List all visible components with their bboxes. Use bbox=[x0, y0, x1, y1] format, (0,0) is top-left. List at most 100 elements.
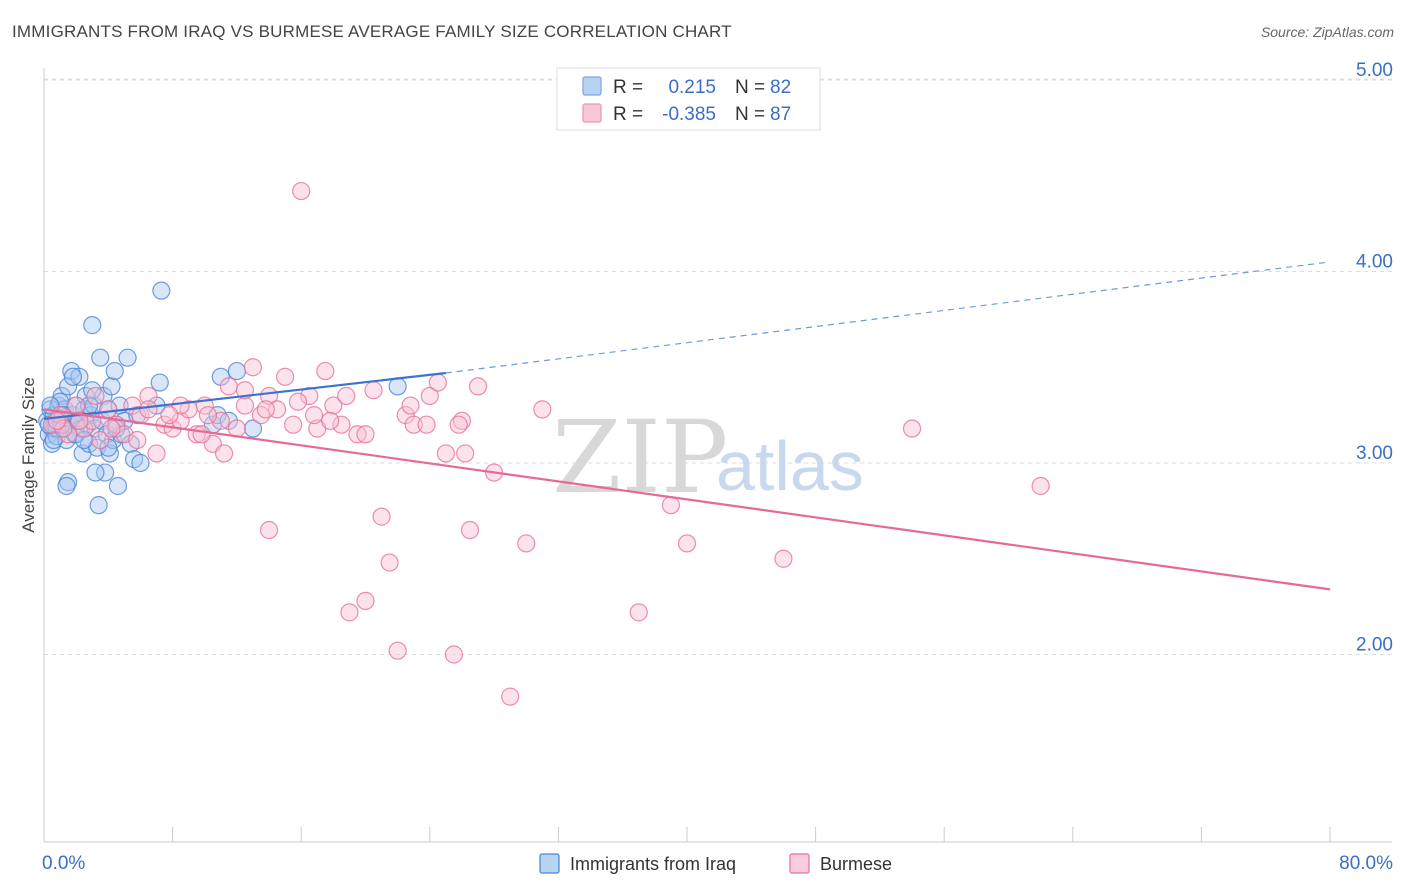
point-series-0 bbox=[208, 406, 227, 425]
point-series-1 bbox=[460, 520, 480, 540]
point-series-1 bbox=[629, 603, 648, 622]
point-series-1 bbox=[449, 415, 468, 434]
point-series-0 bbox=[89, 496, 108, 515]
y-tick-labels: 2.00 3.00 4.00 5.00 bbox=[1356, 60, 1393, 656]
legend-swatch-0 bbox=[582, 76, 602, 96]
y-tick-label: 5.00 bbox=[1356, 60, 1393, 81]
point-series-1 bbox=[284, 415, 303, 434]
point-series-1 bbox=[147, 444, 166, 463]
axes bbox=[43, 68, 1392, 843]
legend-n-value: 87 bbox=[770, 104, 791, 125]
bottom-legend: Immigrants from Iraq Burmese bbox=[539, 853, 892, 874]
watermark-zip: ZIP bbox=[552, 399, 728, 516]
point-series-0 bbox=[118, 348, 137, 367]
point-series-1 bbox=[99, 400, 118, 419]
point-series-0 bbox=[152, 281, 171, 300]
point-series-1 bbox=[388, 641, 407, 660]
point-series-1 bbox=[91, 430, 110, 450]
point-series-1 bbox=[1031, 476, 1050, 496]
point-series-1 bbox=[256, 400, 275, 419]
point-series-1 bbox=[517, 534, 536, 553]
point-series-1 bbox=[340, 603, 359, 622]
point-series-1 bbox=[243, 358, 263, 377]
point-series-1 bbox=[288, 392, 308, 411]
point-series-1 bbox=[198, 406, 218, 425]
point-series-1 bbox=[404, 415, 423, 434]
point-series-1 bbox=[324, 396, 343, 415]
point-series-1 bbox=[86, 386, 105, 406]
legend-r-label: R = bbox=[613, 104, 643, 125]
point-series-1 bbox=[417, 415, 436, 434]
point-series-1 bbox=[67, 396, 86, 415]
point-series-1 bbox=[128, 430, 147, 450]
watermark-atlas: atlas bbox=[716, 427, 864, 505]
point-series-1 bbox=[444, 645, 464, 664]
point-series-1 bbox=[304, 406, 324, 425]
point-series-0 bbox=[150, 373, 169, 392]
point-series-1 bbox=[468, 377, 488, 396]
point-series-0 bbox=[95, 463, 115, 482]
point-series-1 bbox=[292, 181, 311, 201]
bottom-legend-swatch-1 bbox=[789, 853, 810, 874]
point-series-1 bbox=[774, 549, 793, 568]
point-series-1 bbox=[70, 411, 89, 430]
point-series-0 bbox=[91, 348, 110, 367]
point-series-1 bbox=[59, 425, 78, 444]
point-series-1 bbox=[332, 415, 351, 434]
data-points bbox=[38, 181, 1050, 706]
y-tick-label: 4.00 bbox=[1356, 252, 1393, 273]
legend-r-label: R = bbox=[613, 77, 643, 98]
legend-r-value: -0.385 bbox=[662, 104, 716, 125]
point-series-1 bbox=[219, 377, 238, 396]
point-series-1 bbox=[235, 396, 255, 415]
point-series-0 bbox=[131, 453, 150, 473]
bottom-legend-label-0: Immigrants from Iraq bbox=[570, 854, 736, 874]
trend-line-iraq-extension bbox=[445, 261, 1331, 374]
x-tick-label-max: 80.0% bbox=[1339, 853, 1393, 874]
point-series-1 bbox=[276, 367, 295, 386]
point-series-0 bbox=[388, 377, 407, 396]
trend-lines bbox=[43, 261, 1331, 591]
point-series-1 bbox=[259, 520, 279, 540]
point-series-1 bbox=[661, 496, 681, 515]
bottom-legend-label-1: Burmese bbox=[820, 854, 892, 874]
point-series-0 bbox=[70, 367, 89, 386]
legend-box: R = 0.215 N = 82 R = -0.385 N = 87 bbox=[556, 67, 821, 131]
point-series-1 bbox=[316, 361, 335, 381]
point-series-0 bbox=[243, 419, 263, 438]
y-tick-label: 3.00 bbox=[1356, 443, 1393, 464]
legend-n-label: N = bbox=[735, 104, 765, 125]
point-series-1 bbox=[372, 507, 391, 526]
source-credit: Source: ZipAtlas.com bbox=[1260, 24, 1394, 40]
point-series-1 bbox=[456, 444, 475, 463]
legend-r-value: 0.215 bbox=[668, 77, 716, 98]
point-series-1 bbox=[337, 386, 356, 406]
point-series-0 bbox=[83, 316, 102, 335]
point-series-1 bbox=[321, 411, 340, 430]
point-series-1 bbox=[192, 425, 211, 444]
point-series-1 bbox=[902, 419, 922, 438]
point-series-0 bbox=[63, 367, 83, 386]
point-series-1 bbox=[364, 381, 383, 400]
point-series-1 bbox=[401, 396, 420, 415]
point-series-0 bbox=[108, 476, 128, 496]
legend-n-label: N = bbox=[735, 77, 765, 98]
point-series-1 bbox=[214, 444, 234, 463]
point-series-1 bbox=[428, 373, 447, 392]
point-series-1 bbox=[102, 419, 121, 438]
point-series-1 bbox=[300, 386, 319, 406]
bottom-legend-swatch-0 bbox=[539, 853, 560, 874]
point-series-1 bbox=[380, 553, 399, 572]
point-series-0 bbox=[105, 361, 124, 381]
watermark: ZIP atlas bbox=[552, 399, 864, 516]
point-series-1 bbox=[251, 406, 271, 425]
point-series-0 bbox=[86, 463, 105, 482]
point-series-0 bbox=[227, 361, 246, 381]
point-series-0 bbox=[57, 476, 76, 496]
point-series-1 bbox=[47, 411, 66, 430]
y-axis-label: Average Family Size bbox=[19, 377, 38, 533]
point-series-1 bbox=[139, 386, 158, 406]
point-series-1 bbox=[420, 386, 439, 406]
trend-line-burmese bbox=[43, 408, 1331, 591]
